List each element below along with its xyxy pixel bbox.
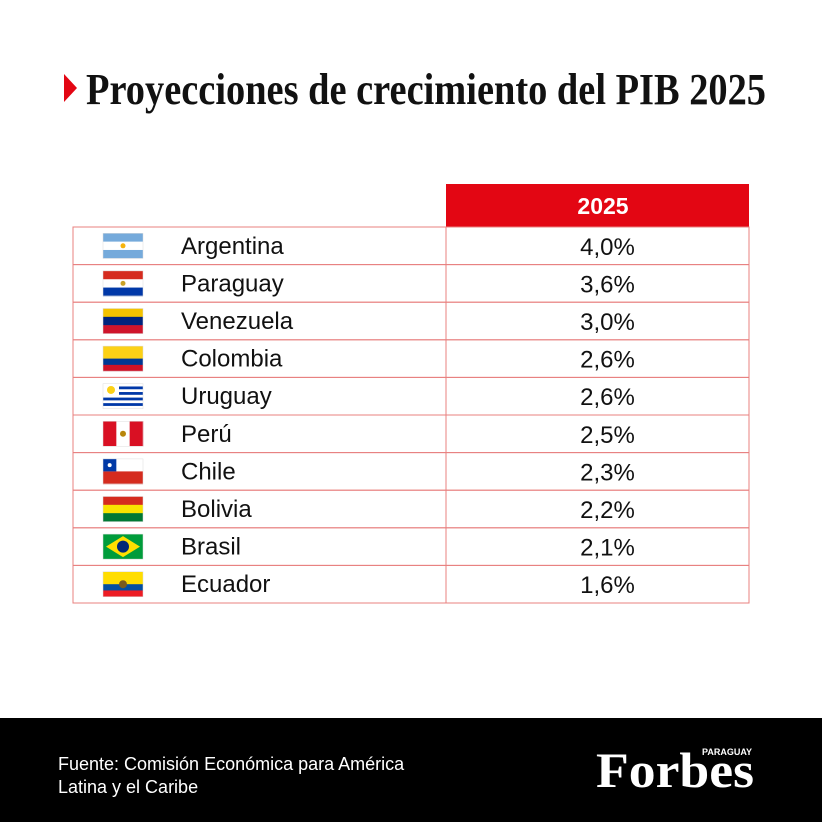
flag-border [102, 571, 144, 597]
flag-part [103, 421, 117, 447]
column-header-bg [446, 184, 749, 227]
flag-part [103, 383, 143, 387]
flag [102, 458, 144, 485]
growth-value: 2,3% [580, 459, 635, 486]
source-line: Fuente: Comisión Económica para América [58, 754, 405, 774]
flag-part [103, 316, 143, 326]
flag-border [102, 308, 144, 334]
column-header: 2025 [577, 193, 628, 219]
flag-part [103, 571, 143, 579]
flag [102, 496, 144, 522]
flag-part [120, 430, 126, 437]
flag-border [102, 458, 144, 485]
table-row: Chile 2,3% [72, 452, 750, 491]
title-marker [64, 74, 77, 102]
country-name: Uruguay [181, 383, 272, 410]
flag-part [119, 580, 127, 589]
table-row: Colombia 2,6% [72, 339, 750, 378]
flag-part [103, 400, 143, 404]
flag-part [103, 352, 143, 359]
flag [102, 383, 144, 409]
flag-part [103, 403, 143, 407]
flag-part [107, 385, 115, 394]
logo: Forbes [596, 742, 754, 798]
growth-value: 2,5% [580, 422, 635, 449]
growth-value: 2,6% [580, 384, 635, 411]
source-line: Latina y el Caribe [58, 777, 198, 797]
flag-part [103, 287, 143, 297]
growth-value: 3,6% [580, 271, 635, 298]
flag-part [103, 496, 143, 506]
flag-part [103, 358, 143, 366]
flag-part [103, 394, 143, 398]
flag-border [102, 270, 144, 297]
table-row: Ecuador 1,6% [72, 564, 750, 604]
flag [102, 571, 144, 597]
country-name: Ecuador [181, 571, 270, 598]
logo-edition: PARAGUAY [702, 747, 752, 757]
country-name: Colombia [181, 346, 283, 373]
flag-part [103, 471, 143, 485]
country-name: Bolivia [181, 496, 252, 523]
country-name: Perú [181, 421, 232, 448]
flag-border [102, 421, 144, 447]
flag-border [102, 233, 144, 259]
country-name: Chile [181, 458, 236, 485]
flag-part [103, 397, 143, 401]
flag-part [103, 364, 143, 372]
flag-part [103, 392, 143, 396]
flag-part [103, 325, 143, 334]
table-row: Perú 2,5% [72, 414, 750, 454]
flag-part [103, 504, 143, 514]
flag-part [129, 421, 144, 447]
flag [102, 308, 144, 334]
flag [102, 533, 144, 560]
flag-part [103, 590, 143, 597]
flag-border [102, 533, 144, 560]
table-body: Argentina 4,0% Paraguay 3,6% Venezuela 3,0% Co… [72, 226, 750, 604]
country-name: Venezuela [181, 308, 294, 335]
country-name: Brasil [181, 534, 241, 561]
flag [102, 345, 144, 372]
country-name: Paraguay [181, 270, 284, 297]
growth-value: 2,1% [580, 535, 635, 562]
growth-value: 4,0% [580, 234, 635, 261]
flag-part [103, 389, 143, 393]
flag-part [107, 463, 112, 468]
flag-part [103, 346, 143, 353]
flag-border [102, 345, 144, 372]
flag-border [102, 496, 144, 522]
flag-part [117, 540, 129, 553]
flag-part [103, 513, 143, 522]
flag-border [102, 383, 144, 409]
flag-part [103, 233, 143, 242]
footer-bg [0, 718, 822, 822]
growth-value: 1,6% [580, 572, 635, 599]
flag-part [103, 249, 143, 259]
table-row: Uruguay 2,6% [72, 376, 750, 416]
table-row: Paraguay 3,6% [72, 264, 750, 303]
growth-value: 2,2% [580, 497, 635, 524]
growth-value: 2,6% [580, 347, 635, 374]
flag-part [103, 405, 143, 409]
flag-part [120, 280, 126, 286]
flag-part [103, 386, 143, 390]
flag-part [103, 270, 143, 280]
table-row: Bolivia 2,2% [72, 489, 750, 529]
row-cell [445, 564, 750, 604]
flag-part [103, 308, 143, 318]
flag [102, 421, 144, 447]
table-row: Brasil 2,1% [72, 527, 750, 566]
flag [102, 270, 144, 297]
country-name: Argentina [181, 233, 284, 260]
flag [102, 233, 144, 259]
flag-part [120, 243, 126, 249]
title: Proyecciones de crecimiento del PIB 2025 [86, 65, 766, 114]
growth-value: 3,0% [580, 309, 635, 336]
